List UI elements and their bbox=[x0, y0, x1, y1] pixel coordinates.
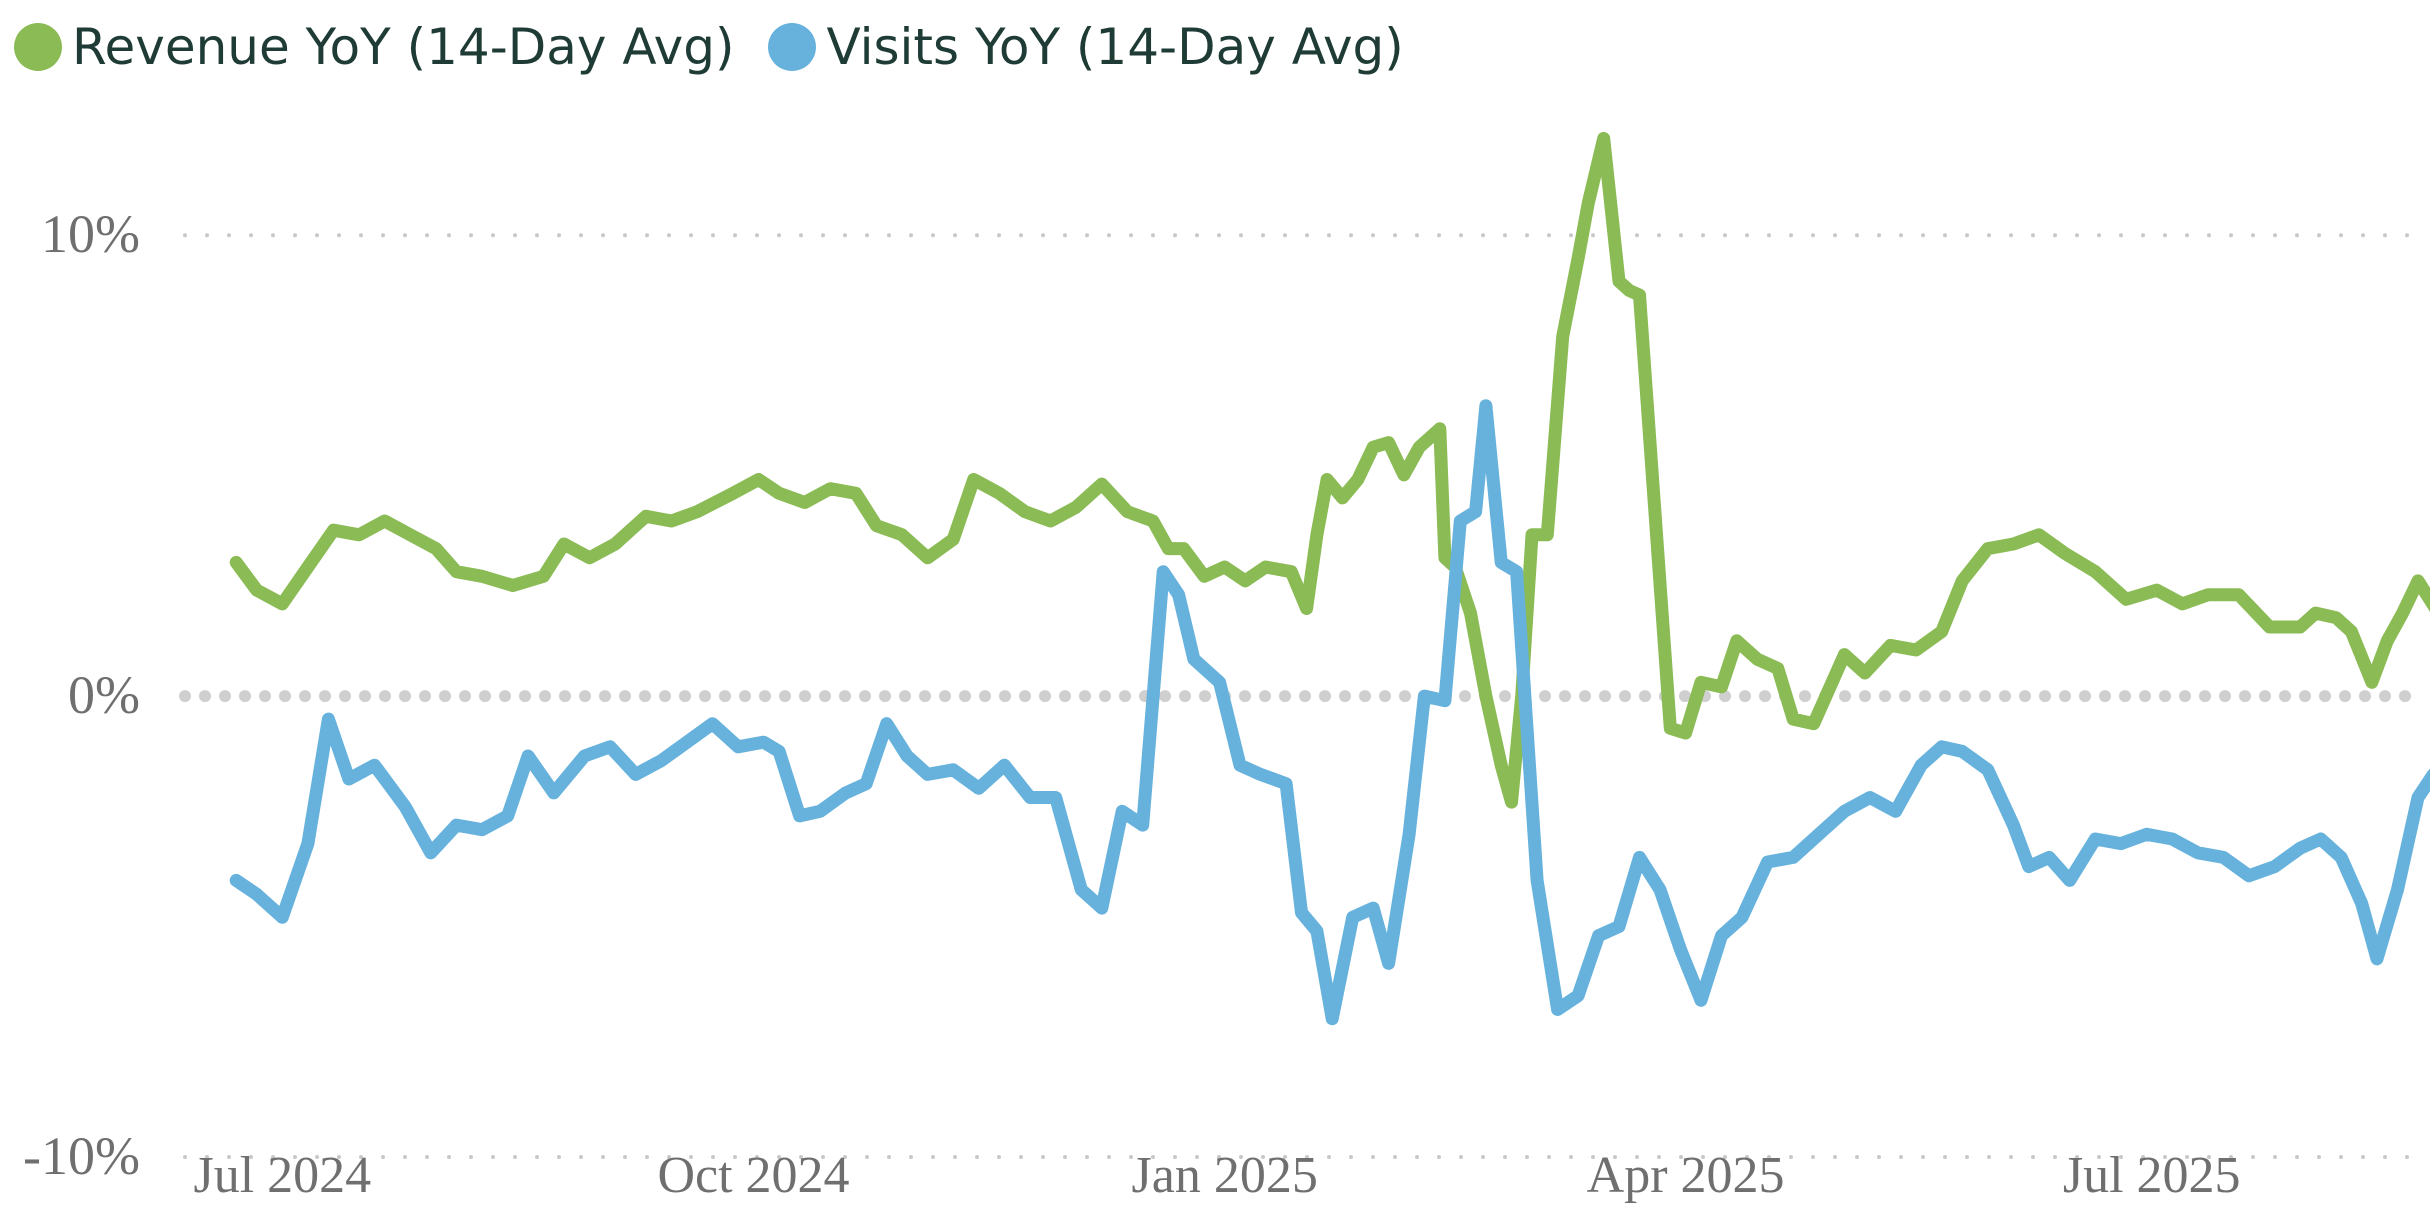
legend-label-revenue: Revenue YoY (14-Day Avg) bbox=[72, 18, 735, 76]
legend-label-visits: Visits YoY (14-Day Avg) bbox=[826, 18, 1404, 76]
y-axis-ticks: 10% 0% -10% bbox=[23, 204, 140, 1186]
legend-item-visits[interactable]: Visits YoY (14-Day Avg) bbox=[768, 18, 1404, 76]
x-tick-label: Jul 2025 bbox=[2063, 1147, 2241, 1204]
revenue-series-marker-icon bbox=[14, 23, 62, 71]
y-tick-label: 10% bbox=[41, 204, 140, 264]
x-axis-ticks: Jul 2024 Oct 2024 Jan 2025 Apr 2025 Jul 2025 bbox=[193, 1147, 2240, 1204]
x-tick-label: Jan 2025 bbox=[1132, 1147, 1318, 1204]
x-tick-label: Oct 2024 bbox=[657, 1147, 849, 1204]
revenue-series-line bbox=[229, 131, 2430, 809]
y-tick-label: -10% bbox=[23, 1126, 140, 1186]
visits-series-line bbox=[229, 399, 2430, 1026]
x-tick-label: Jul 2024 bbox=[193, 1147, 371, 1204]
gridlines bbox=[179, 233, 2424, 1159]
y-tick-label: 0% bbox=[68, 665, 140, 725]
x-tick-label: Apr 2025 bbox=[1587, 1147, 1785, 1204]
visits-series-marker-icon bbox=[768, 23, 817, 71]
series-lines bbox=[229, 131, 2430, 1026]
legend: Revenue YoY (14-Day Avg) Visits YoY (14-… bbox=[14, 18, 1404, 76]
legend-item-revenue[interactable]: Revenue YoY (14-Day Avg) bbox=[14, 18, 734, 76]
